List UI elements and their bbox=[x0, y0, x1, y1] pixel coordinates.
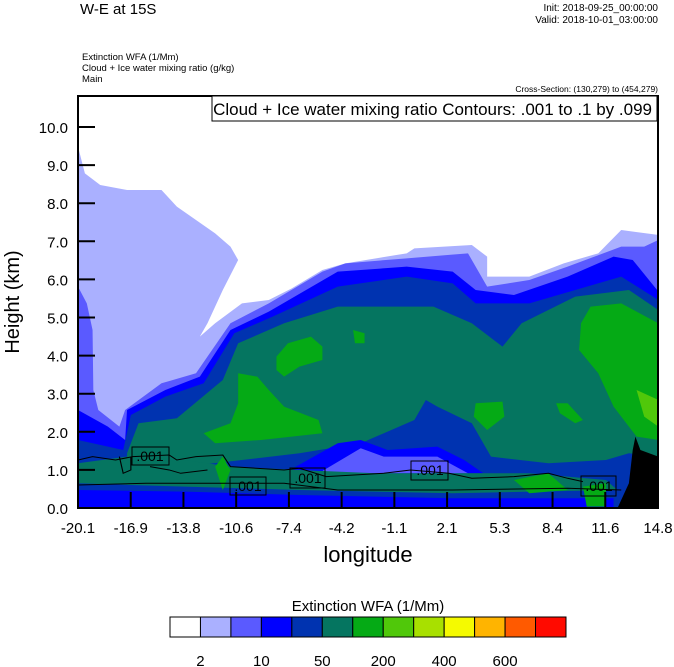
colorbar-swatch bbox=[291, 616, 323, 638]
contour-info: Cloud + Ice water mixing ratio Contours:… bbox=[213, 100, 652, 119]
y-tick-label: 6.0 bbox=[47, 272, 68, 289]
svg-text:.001: .001 bbox=[585, 478, 612, 494]
x-tick-label: 2.1 bbox=[437, 520, 458, 537]
figure-title: W-E at 15S bbox=[80, 1, 156, 18]
x-tick-label: 14.8 bbox=[643, 520, 672, 537]
x-tick-label: -10.6 bbox=[219, 520, 253, 537]
svg-text:.001: .001 bbox=[416, 462, 443, 478]
y-tick-label: 2.0 bbox=[47, 425, 68, 442]
x-tick-label: -13.8 bbox=[166, 520, 200, 537]
terrain bbox=[617, 436, 658, 508]
y-tick-label: 1.0 bbox=[47, 463, 68, 480]
x-tick-label: -16.9 bbox=[114, 520, 148, 537]
y-tick-label: 10.0 bbox=[39, 120, 68, 137]
subtitle-line-2: Cloud + Ice water mixing ratio (g/kg) bbox=[82, 63, 234, 74]
x-tick-label: 8.4 bbox=[542, 520, 563, 537]
y-tick-label: 0.0 bbox=[47, 501, 68, 518]
colorbar-swatch bbox=[169, 616, 201, 638]
plot-area: .001 .001 .001 .001 .001 bbox=[78, 96, 658, 508]
x-axis-label: longitude bbox=[323, 542, 412, 567]
colorbar-label: 600 bbox=[493, 653, 518, 667]
init-time: Init: 2018-09-25_00:00:00 bbox=[543, 3, 658, 14]
y-tick-labels: 0.0 1.0 2.0 3.0 4.0 5.0 6.0 7.0 8.0 9.0 10.0 bbox=[39, 120, 68, 518]
colorbar: 2 10 50 200 400 600 bbox=[169, 616, 567, 667]
colorbar-label: 10 bbox=[253, 653, 270, 667]
colorbar-swatch bbox=[474, 616, 506, 638]
y-tick-label: 3.0 bbox=[47, 387, 68, 404]
colorbar-swatch bbox=[199, 616, 232, 638]
subtitle-line-3: Main bbox=[82, 74, 103, 85]
axis-ticks bbox=[78, 126, 658, 508]
x-tick-labels: -20.1 -16.9 -13.8 -10.6 -7.4 -4.2 -1.1 2.1 5.3 8.… bbox=[61, 520, 673, 537]
contour-info-box bbox=[211, 95, 658, 122]
colorbar-swatch bbox=[504, 616, 537, 638]
colorbar-swatch bbox=[321, 616, 354, 638]
colorbar-label: 200 bbox=[371, 653, 396, 667]
colorbar-swatch bbox=[260, 616, 293, 638]
y-tick-label: 9.0 bbox=[47, 158, 68, 175]
contour-labels: .001 .001 .001 .001 .001 bbox=[131, 446, 617, 497]
valid-time: Valid: 2018-10-01_03:00:00 bbox=[535, 15, 658, 26]
svg-text:.001: .001 bbox=[136, 448, 163, 464]
y-tick-label: 8.0 bbox=[47, 196, 68, 213]
y-tick-label: 5.0 bbox=[47, 311, 68, 328]
colorbar-label: 2 bbox=[196, 653, 204, 667]
y-tick-label: 7.0 bbox=[47, 234, 68, 251]
x-tick-label: -7.4 bbox=[276, 520, 302, 537]
colorbar-title: Extinction WFA (1/Mm) bbox=[292, 598, 445, 615]
colorbar-label: 50 bbox=[314, 653, 331, 667]
svg-text:.001: .001 bbox=[294, 470, 321, 486]
colorbar-swatch bbox=[535, 616, 567, 638]
subtitle-line-1: Extinction WFA (1/Mm) bbox=[82, 52, 179, 63]
colorbar-swatch bbox=[352, 616, 384, 638]
y-tick-label: 4.0 bbox=[47, 349, 68, 366]
colorbar-swatch bbox=[443, 616, 476, 638]
x-tick-label: 5.3 bbox=[489, 520, 510, 537]
colorbar-swatch bbox=[382, 616, 415, 638]
colorbar-swatch bbox=[413, 616, 445, 638]
x-tick-label: 11.6 bbox=[591, 520, 619, 537]
y-axis-label: Height (km) bbox=[2, 250, 24, 353]
svg-text:.001: .001 bbox=[234, 478, 261, 494]
cross-section-label: Cross-Section: (130,279) to (454,279) bbox=[515, 84, 658, 94]
field-level-300-400 bbox=[636, 389, 658, 427]
colorbar-label: 400 bbox=[432, 653, 457, 667]
x-tick-label: -20.1 bbox=[61, 520, 95, 537]
x-tick-label: -4.2 bbox=[329, 520, 355, 537]
contour-lines bbox=[78, 454, 622, 491]
colorbar-swatch bbox=[230, 616, 262, 638]
x-tick-label: -1.1 bbox=[381, 520, 407, 537]
